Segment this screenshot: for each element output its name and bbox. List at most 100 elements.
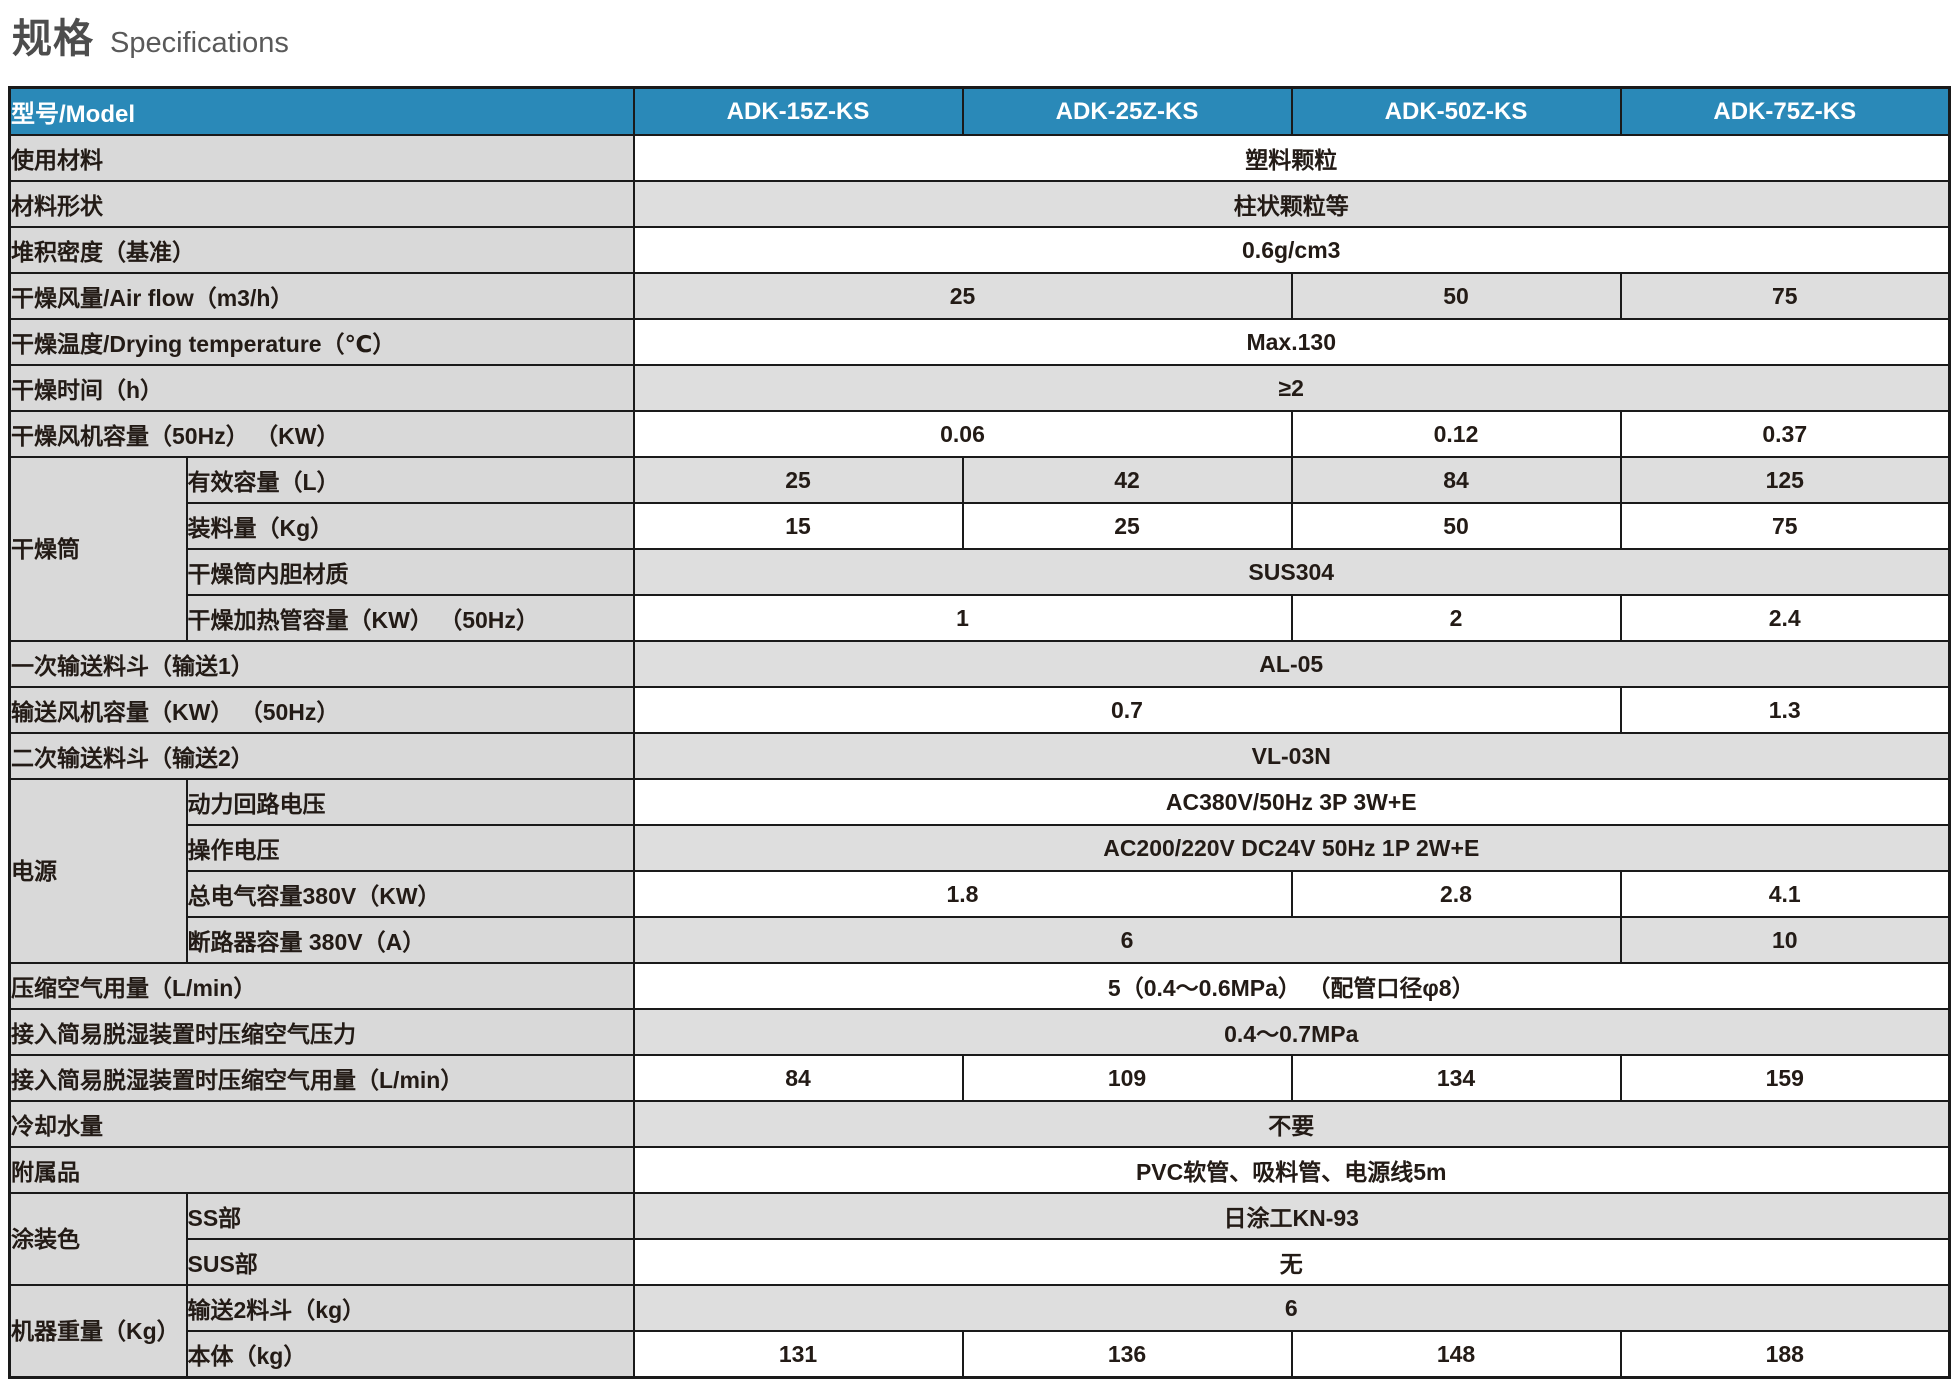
spec-table: 型号/Model ADK-15Z-KS ADK-25Z-KS ADK-50Z-K… — [8, 86, 1951, 1379]
row-body-weight: 本体（kg） 131 136 148 188 — [10, 1330, 1951, 1379]
spec-value-cell: 1.3 — [1619, 686, 1951, 734]
spec-value-cell: 2.8 — [1290, 870, 1622, 918]
spec-row-label: 使用材料 — [8, 134, 635, 182]
row-airflow: 干燥风量/Air flow（m3/h） 25 50 75 — [8, 272, 1951, 320]
spec-value-cell: 1.8 — [632, 870, 1293, 918]
spec-value-cell: PVC软管、吸料管、电源线5m — [632, 1146, 1951, 1194]
spec-value-cell: 2 — [1290, 594, 1622, 642]
row-compressed-air: 压缩空气用量（L/min） 5（0.4～0.6MPa） （配管口径φ8） — [8, 962, 1951, 1010]
spec-value-cell: 不要 — [632, 1100, 1951, 1148]
group-label-drum: 干燥筒 — [8, 456, 188, 642]
spec-row-label: 干燥风机容量（50Hz） （KW） — [8, 410, 635, 458]
row-accessories: 附属品 PVC软管、吸料管、电源线5m — [8, 1146, 1951, 1194]
row-breaker: 断路器容量 380V（A） 6 10 — [10, 916, 1951, 964]
page-title: 规格 Specifications — [12, 6, 289, 64]
spec-row-label: 接入简易脱湿装置时压缩空气用量（L/min） — [8, 1054, 635, 1102]
row-liner: 干燥筒内胆材质 SUS304 — [10, 548, 1951, 596]
spec-value-cell: 6 — [632, 1284, 1951, 1332]
spec-row-label: 压缩空气用量（L/min） — [8, 962, 635, 1010]
spec-row-label: 材料形状 — [8, 180, 635, 228]
group-label-power: 电源 — [8, 778, 188, 964]
spec-value-cell: 0.4～0.7MPa — [632, 1008, 1951, 1056]
spec-value-cell: 50 — [1290, 502, 1622, 550]
spec-value-cell: 10 — [1619, 916, 1951, 964]
column-header-adk15: ADK-15Z-KS — [632, 86, 964, 136]
row-hopper1: 一次输送料斗（输送1） AL-05 — [8, 640, 1951, 688]
spec-row-label: 接入简易脱湿装置时压缩空气压力 — [8, 1008, 635, 1056]
header-row: 型号/Model ADK-15Z-KS ADK-25Z-KS ADK-50Z-K… — [8, 86, 1951, 136]
spec-value-cell: 148 — [1290, 1330, 1622, 1379]
spec-value-cell: AC380V/50Hz 3P 3W+E — [632, 778, 1951, 826]
spec-row-label: 总电气容量380V（KW） — [185, 870, 635, 918]
row-material: 使用材料 塑料颗粒 — [8, 134, 1951, 182]
spec-value-cell: 0.12 — [1290, 410, 1622, 458]
spec-value-cell: 2.4 — [1619, 594, 1951, 642]
spec-row-label: SS部 — [185, 1192, 635, 1240]
spec-value-cell: VL-03N — [632, 732, 1951, 780]
spec-value-cell: AL-05 — [632, 640, 1951, 688]
spec-row-label: 干燥筒内胆材质 — [185, 548, 635, 596]
spec-row-label: 干燥加热管容量（KW） （50Hz） — [185, 594, 635, 642]
spec-value-cell: 0.37 — [1619, 410, 1951, 458]
spec-row-label: 干燥温度/Drying temperature（℃） — [8, 318, 635, 366]
row-sus-part: SUS部 无 — [10, 1238, 1951, 1286]
spec-row-label: 干燥时间（h） — [8, 364, 635, 412]
spec-value-cell: 0.7 — [632, 686, 1622, 734]
spec-value-cell: 4.1 — [1619, 870, 1951, 918]
row-density: 堆积密度（基准） 0.6g/cm3 — [8, 226, 1951, 274]
spec-value-cell: 159 — [1619, 1054, 1951, 1102]
spec-row-label: 本体（kg） — [185, 1330, 635, 1379]
spec-value-cell: 84 — [632, 1054, 964, 1102]
row-hopper2: 二次输送料斗（输送2） VL-03N — [8, 732, 1951, 780]
spec-row-label: SUS部 — [185, 1238, 635, 1286]
spec-value-cell: 1 — [632, 594, 1293, 642]
column-header-adk25: ADK-25Z-KS — [961, 86, 1293, 136]
spec-value-cell: ≥2 — [632, 364, 1951, 412]
spec-value-cell: 25 — [632, 456, 964, 504]
spec-row-label: 有效容量（L） — [185, 456, 635, 504]
row-dehum-pressure: 接入简易脱湿装置时压缩空气压力 0.4～0.7MPa — [8, 1008, 1951, 1056]
row-power-circuit: 电源 动力回路电压 AC380V/50Hz 3P 3W+E — [8, 778, 1951, 964]
spec-row-label: 断路器容量 380V（A） — [185, 916, 635, 964]
spec-value-cell: Max.130 — [632, 318, 1951, 366]
spec-row-label: 附属品 — [8, 1146, 635, 1194]
group-label-coating: 涂装色 — [8, 1192, 188, 1286]
row-heater: 干燥加热管容量（KW） （50Hz） 1 2 2.4 — [10, 594, 1951, 642]
spec-row-label: 输送2料斗（kg） — [185, 1284, 635, 1332]
spec-value-cell: 50 — [1290, 272, 1622, 320]
spec-value-cell: 无 — [632, 1238, 1951, 1286]
spec-value-cell: 188 — [1619, 1330, 1951, 1379]
spec-value-cell: SUS304 — [632, 548, 1951, 596]
spec-value-cell: 25 — [632, 272, 1293, 320]
row-hopper2-weight: 机器重量（Kg） 输送2料斗（kg） 6 — [8, 1284, 1951, 1379]
spec-row-label: 操作电压 — [185, 824, 635, 872]
spec-row-label: 冷却水量 — [8, 1100, 635, 1148]
spec-row-label: 堆积密度（基准） — [8, 226, 635, 274]
row-dehum-air: 接入简易脱湿装置时压缩空气用量（L/min） 84 109 134 159 — [8, 1054, 1951, 1102]
row-cooling-water: 冷却水量 不要 — [8, 1100, 1951, 1148]
spec-value-cell: AC200/220V DC24V 50Hz 1P 2W+E — [632, 824, 1951, 872]
spec-value-cell: 75 — [1619, 502, 1951, 550]
group-label-weight: 机器重量（Kg） — [8, 1284, 188, 1379]
spec-value-cell: 0.06 — [632, 410, 1293, 458]
spec-row-label: 干燥风量/Air flow（m3/h） — [8, 272, 635, 320]
page-title-zh: 规格 — [12, 17, 94, 61]
spec-value-cell: 5（0.4～0.6MPa） （配管口径φ8） — [632, 962, 1951, 1010]
spec-value-cell: 134 — [1290, 1054, 1622, 1102]
spec-value-cell: 塑料颗粒 — [632, 134, 1951, 182]
spec-value-cell: 109 — [961, 1054, 1293, 1102]
spec-value-cell: 125 — [1619, 456, 1951, 504]
spec-value-cell: 15 — [632, 502, 964, 550]
spec-value-cell: 0.6g/cm3 — [632, 226, 1951, 274]
spec-value-cell: 日涂工KN-93 — [632, 1192, 1951, 1240]
spec-row-label: 一次输送料斗（输送1） — [8, 640, 635, 688]
spec-value-cell: 131 — [632, 1330, 964, 1379]
spec-row-label: 二次输送料斗（输送2） — [8, 732, 635, 780]
column-header-adk75: ADK-75Z-KS — [1619, 86, 1951, 136]
row-total-electric: 总电气容量380V（KW） 1.8 2.8 4.1 — [10, 870, 1951, 918]
row-shape: 材料形状 柱状颗粒等 — [8, 180, 1951, 228]
spec-value-cell: 6 — [632, 916, 1622, 964]
spec-row-label: 装料量（Kg） — [185, 502, 635, 550]
page-title-en: Specifications — [110, 27, 289, 59]
spec-value-cell: 84 — [1290, 456, 1622, 504]
